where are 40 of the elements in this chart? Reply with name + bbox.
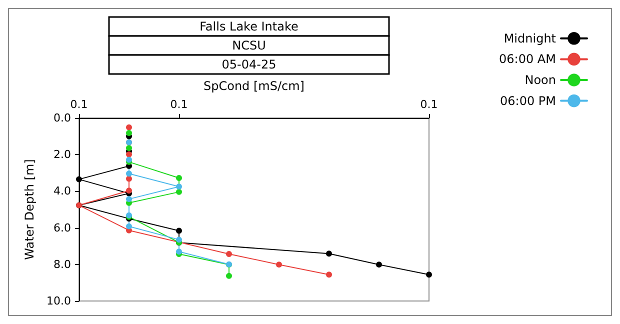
chart-subtitle: NCSU — [232, 38, 266, 52]
y-tick-label: 4.0 — [54, 184, 71, 198]
point — [126, 176, 132, 182]
point — [376, 262, 382, 268]
point — [326, 272, 332, 278]
y-tick-label: 8.0 — [54, 258, 71, 271]
point — [126, 145, 132, 152]
point — [176, 184, 182, 190]
point — [126, 223, 132, 230]
point — [176, 236, 182, 243]
legend-label: Midnight — [504, 31, 556, 46]
point — [176, 188, 182, 195]
point — [126, 151, 132, 158]
point — [126, 188, 132, 194]
legend-label: 06:00 AM — [499, 52, 556, 66]
y-tick-label: 10.0 — [46, 294, 71, 308]
x-axis-title: SpCond [mS/cm] — [204, 79, 304, 93]
point — [126, 130, 132, 136]
x-tick-label: 0.1 — [70, 98, 88, 111]
point — [126, 124, 132, 130]
point — [226, 272, 232, 279]
legend-label: Noon — [524, 73, 556, 87]
x-tick-label: 0.1 — [420, 98, 438, 111]
text: 05-04-25 — [222, 58, 276, 72]
y-axis-title: Water Depth [m] — [22, 159, 37, 260]
point — [76, 176, 82, 182]
point — [126, 196, 132, 202]
y-tick-label: 2.0 — [54, 148, 71, 162]
point — [126, 170, 132, 177]
legend-label: 06:00 PM — [500, 94, 556, 108]
chart-title: Falls Lake Intake — [200, 20, 298, 34]
point — [276, 262, 282, 268]
x-tick-label: 0.1 — [170, 98, 188, 111]
point — [426, 272, 432, 278]
point — [176, 175, 182, 182]
y-tick-label: 6.0 — [54, 221, 71, 234]
point — [226, 250, 232, 257]
point — [326, 250, 332, 257]
point — [176, 228, 182, 234]
y-tick-label: 0.0 — [54, 112, 71, 124]
